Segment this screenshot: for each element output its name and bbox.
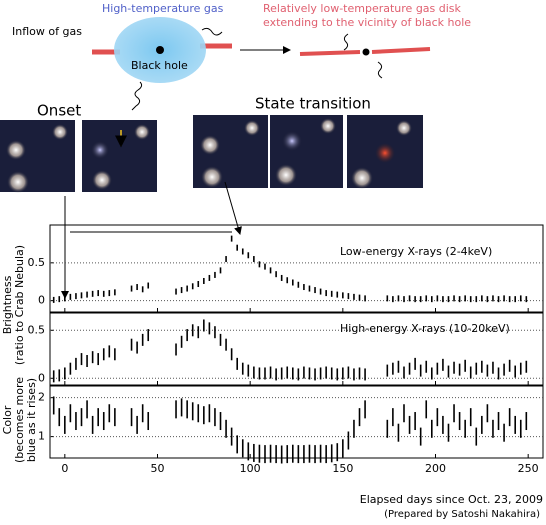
x-tick-label: 150 xyxy=(332,462,353,475)
y-tick-label: 0 xyxy=(38,371,45,384)
y-axis-label: (becomes more xyxy=(13,377,26,463)
x-tick-label: 100 xyxy=(240,462,261,475)
squiggle xyxy=(343,33,349,51)
disk xyxy=(299,50,361,56)
x-tick-label: 50 xyxy=(150,462,164,475)
y-axis-label: (ratio to Crab Nebula) xyxy=(13,245,26,365)
squiggle xyxy=(131,81,143,111)
disk-label: extending to the vicinity of black hole xyxy=(263,16,471,29)
series-label: High-energy X-rays (10-20keV) xyxy=(340,322,510,335)
x-axis-label: Elapsed days since Oct. 23, 2009 xyxy=(360,493,543,506)
hot-gas-label: High-temperature gas xyxy=(102,2,224,15)
inflow-label: Inflow of gas xyxy=(12,25,82,38)
onset-label: Onset xyxy=(37,102,81,120)
squiggle xyxy=(201,27,223,36)
y-tick-label: 0.5 xyxy=(28,256,46,269)
y-axis-label: Color xyxy=(1,405,14,434)
transition-arrow xyxy=(224,181,242,235)
black-hole xyxy=(156,46,164,54)
series-label: Low-energy X-rays (2-4keV) xyxy=(340,245,492,258)
plot-frame xyxy=(49,224,544,313)
diagram: Inflow of gas High-temperature gas Black… xyxy=(0,2,471,299)
transition-label: State transition xyxy=(255,95,371,113)
plot-frame xyxy=(49,312,544,386)
y-axis-label: blue as it rises) xyxy=(25,378,38,462)
x-tick-label: 200 xyxy=(425,462,446,475)
squiggle xyxy=(377,61,383,79)
credit: (Prepared by Satoshi Nakahira) xyxy=(384,509,540,520)
y-axis-label: Brightness xyxy=(1,275,14,334)
y-tick-label: 2 xyxy=(38,391,45,404)
plot-frame xyxy=(49,385,544,459)
black-hole xyxy=(362,48,370,56)
thumbnails xyxy=(0,115,423,193)
y-tick-label: 0 xyxy=(38,294,45,307)
disk-label: Relatively low-temperature gas disk xyxy=(263,2,462,15)
disk xyxy=(371,47,431,54)
black-hole-label: Black hole xyxy=(131,59,188,72)
y-tick-label: 0.5 xyxy=(28,323,46,336)
x-tick-label: 0 xyxy=(61,462,68,475)
y-tick-label: 1 xyxy=(38,430,45,443)
x-tick-label: 250 xyxy=(518,462,539,475)
